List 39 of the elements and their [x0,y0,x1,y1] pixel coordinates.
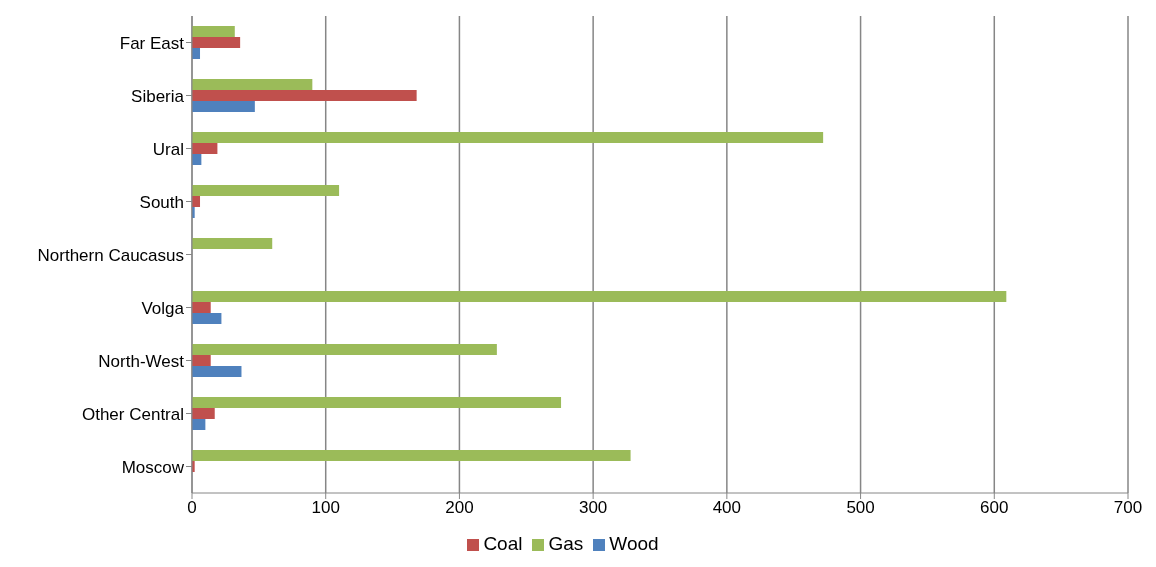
bar [192,238,273,249]
y-tick-label: North-West [98,351,185,371]
x-tick-label: 0 [187,498,197,518]
x-tick-label: 700 [1113,498,1143,518]
y-tick-label: Siberia [131,86,185,106]
bar [192,344,497,355]
y-tick-label: Ural [152,139,184,159]
legend-label: Coal [483,533,523,554]
x-tick-label: 500 [846,498,875,518]
y-tick-label: Moscow [121,457,185,477]
bar [192,408,215,419]
bar [192,185,340,196]
x-tick-label: 200 [445,498,474,518]
y-tick-label: Volga [141,298,185,318]
bar [192,132,824,143]
y-tick-label: Far East [119,33,185,53]
bar [192,101,255,112]
x-tick-label: 400 [712,498,742,518]
bar [192,355,211,366]
bar [192,79,313,90]
y-tick-label: Northern Caucasus [37,245,184,265]
bar [192,90,417,101]
x-tick-label: 100 [311,498,340,518]
legend-label: Gas [548,533,584,554]
x-tick-label: 300 [578,498,608,518]
bar [192,397,562,408]
bar [192,37,241,48]
x-tick-label: 600 [980,498,1009,518]
legend-label: Wood [609,533,659,554]
bar [192,366,242,377]
bar [192,143,218,154]
bar [192,26,235,37]
bar [192,313,222,324]
bar [192,450,631,461]
y-tick-label: South [139,192,184,212]
bar [192,419,206,430]
bar [192,291,1007,302]
bar [192,302,211,313]
y-tick-label: Other Central [81,404,184,424]
